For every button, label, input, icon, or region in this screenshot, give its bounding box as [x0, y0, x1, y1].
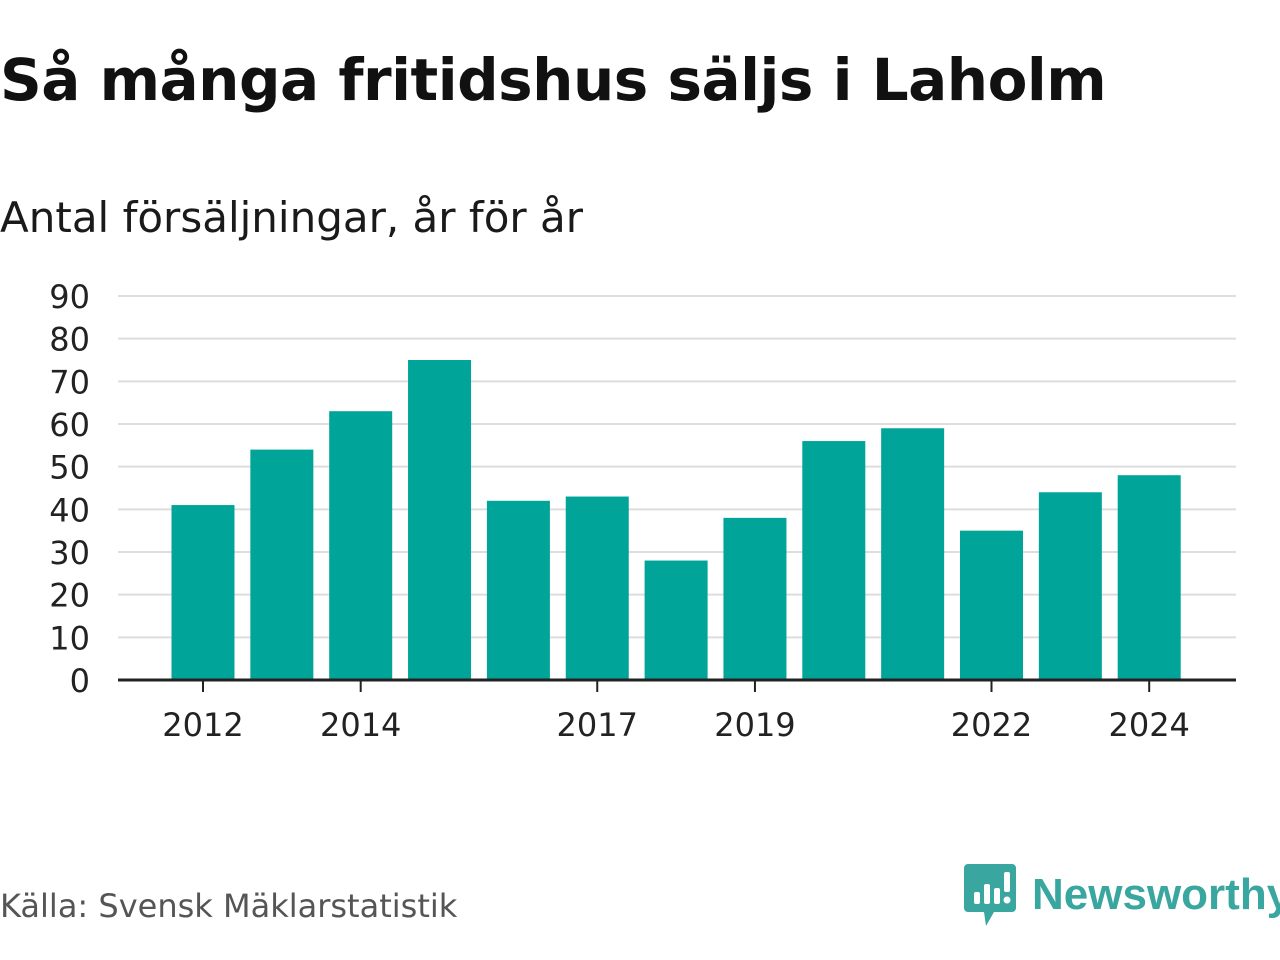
- bar-2015: [408, 360, 472, 680]
- x-tick-label: 2022: [951, 706, 1032, 744]
- y-tick-label: 70: [49, 363, 90, 401]
- y-tick-label: 50: [49, 449, 90, 487]
- y-tick-label: 0: [70, 662, 90, 700]
- y-tick-label: 90: [49, 278, 90, 316]
- bar-2023: [1038, 492, 1102, 680]
- chart-subtitle: Antal försäljningar, år för år: [0, 193, 584, 242]
- bar-2020: [802, 441, 866, 680]
- y-tick-label: 10: [49, 619, 90, 657]
- bar-2019: [723, 517, 787, 680]
- chart-title: Så många fritidshus säljs i Laholm: [0, 46, 1107, 114]
- bar-2024: [1117, 475, 1181, 680]
- axes: [118, 678, 1236, 692]
- bar-2016: [486, 500, 550, 680]
- y-tick-label: 30: [49, 534, 90, 572]
- x-tick-labels: 2012 2014 2017 2019 2022 2024: [162, 706, 1190, 744]
- x-tick-label: 2024: [1108, 706, 1189, 744]
- y-tick-label: 80: [49, 321, 90, 359]
- bar-2022: [960, 530, 1023, 680]
- source-note: Källa: Svensk Mäklarstatistik: [0, 887, 458, 925]
- x-tick-label: 2019: [714, 706, 795, 744]
- bar-2013: [250, 449, 314, 680]
- x-tick-label: 2017: [557, 706, 638, 744]
- x-tick-label: 2014: [320, 706, 401, 744]
- bar-2018: [644, 560, 708, 680]
- y-tick-label: 40: [49, 491, 90, 529]
- y-tick-labels: 0 10 20 30 40 50 60 70 80 90: [49, 278, 90, 700]
- newsworthy-logo: Newsworthy: [964, 862, 1280, 928]
- bars: [171, 360, 1181, 680]
- bar-2012: [171, 505, 235, 680]
- bar-2014: [329, 411, 393, 680]
- bar-2017: [565, 496, 629, 680]
- bar-chart: 0 10 20 30 40 50 60 70 80 90 2012 2014 2017 2019 2022…: [49, 278, 1236, 744]
- bar-2021: [881, 428, 945, 680]
- x-tick-label: 2012: [162, 706, 243, 744]
- newsworthy-logo-icon: [964, 864, 1016, 926]
- newsworthy-logo-text: Newsworthy: [1032, 870, 1280, 919]
- y-tick-label: 20: [49, 577, 90, 615]
- y-tick-label: 60: [49, 406, 90, 444]
